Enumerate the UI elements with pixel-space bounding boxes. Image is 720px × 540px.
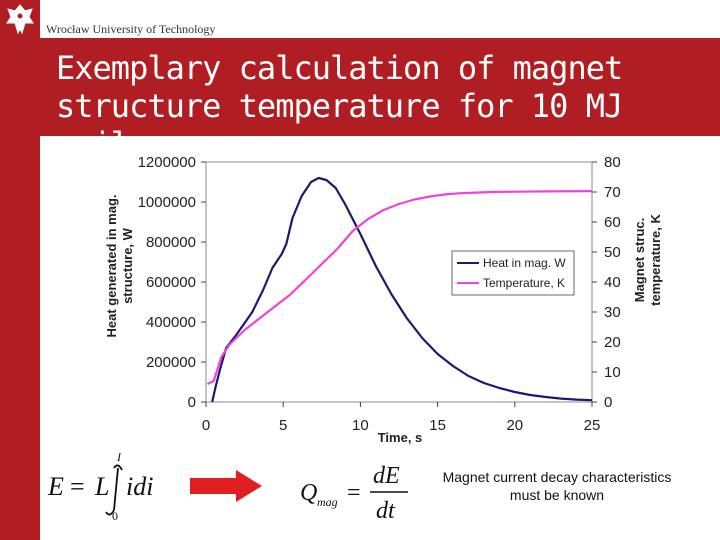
equation-integrand: idi [126,472,153,501]
y-right-tick-label: 0 [604,394,612,411]
equation-equals-2: = [347,480,361,506]
y-left-tick-label: 200000 [146,354,196,371]
y-left-tick-label: 600000 [146,274,196,291]
university-name: Wrocław University of Technology [46,22,216,36]
equation-q-subscript: mag [317,495,338,509]
eagle-crest-icon [6,4,34,35]
equation-q-symbol: Q [300,480,317,506]
left-accent-bar [0,0,40,540]
red-arrow-icon [190,470,262,502]
y-left-tick-label: 1000000 [138,194,196,211]
legend-label-temperature: Temperature, K [483,276,565,290]
integral-upper-limit: I [116,450,122,464]
x-axis-title: Time, s [378,430,423,445]
y-right-tick-label: 80 [604,154,621,171]
x-tick-label: 25 [584,417,601,434]
x-tick-label: 20 [506,417,523,434]
y-right-tick-label: 10 [604,364,621,381]
y-right-tick-label: 20 [604,334,621,351]
equation-equals-1: = [70,472,85,501]
y-axis-left-title: Heat generated in mag.structure, W [104,194,135,337]
integral-lower-limit: 0 [112,509,118,523]
power-derivative-equation: Q mag = dE dt [300,463,408,524]
chart-legend: Heat in mag. W Temperature, K [451,250,575,296]
x-tick-label: 10 [352,417,369,434]
y-axis-right-title: Magnet struc.temperature, K [632,214,663,306]
integral-sign [105,464,123,516]
equation-l-symbol: L [94,472,109,501]
equation-e-symbol: E [47,472,64,501]
y-left-tick-label: 400000 [146,314,196,331]
y-right-tick-label: 40 [604,274,621,291]
x-tick-label: 0 [202,417,210,434]
equation-denominator: dt [376,498,396,524]
y-right-tick-label: 60 [604,214,621,231]
y-right-tick-label: 50 [604,244,621,261]
y-right-tick-label: 70 [604,184,621,201]
temperature-series-line [207,190,593,385]
title-band [40,38,720,136]
energy-integral-equation: E = L I 0 idi [47,450,153,523]
legend-label-heat: Heat in mag. W [483,256,566,270]
y-left-tick-label: 0 [188,394,196,411]
caption-text: Magnet current decay characteristics mus… [442,469,672,503]
slide-title: Exemplary calculation of magnet structur… [56,49,623,163]
y-left-tick-label: 800000 [146,234,196,251]
x-tick-label: 5 [279,417,287,434]
y-right-tick-label: 30 [604,304,621,321]
equation-numerator: dE [373,463,400,489]
y-left-tick-label: 1200000 [138,154,196,171]
university-logo [0,0,40,38]
heat-series-line [211,176,593,403]
x-tick-label: 15 [429,417,446,434]
